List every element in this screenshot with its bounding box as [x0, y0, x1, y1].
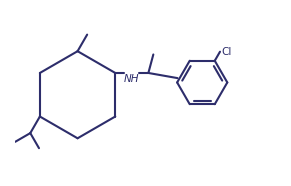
Text: Cl: Cl [222, 47, 232, 57]
Text: NH: NH [124, 74, 140, 84]
